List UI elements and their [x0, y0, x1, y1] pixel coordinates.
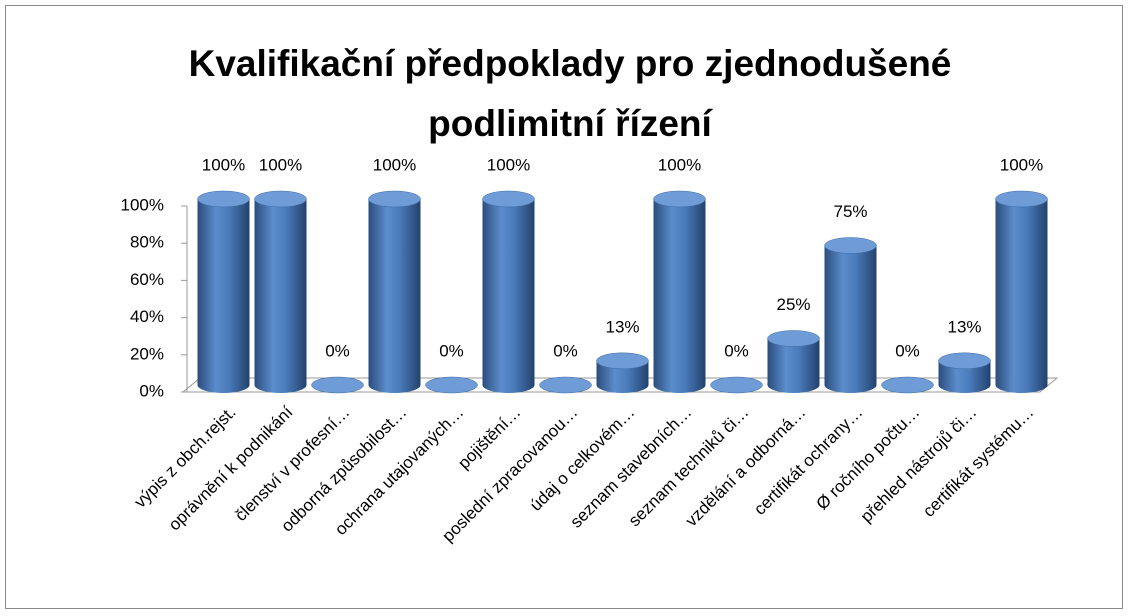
data-label: 100%	[487, 155, 530, 174]
data-label: 100%	[658, 155, 701, 174]
cylinder-top	[938, 352, 991, 370]
cylinder-top	[881, 376, 934, 394]
data-label: 0%	[439, 341, 464, 360]
chart-title: Kvalifikační předpoklady pro zjednodušen…	[188, 43, 952, 144]
y-tick-label: 40%	[130, 307, 164, 326]
bar	[311, 376, 364, 394]
y-tick-label: 80%	[130, 233, 164, 252]
cylinder-body	[824, 245, 877, 393]
cylinder-top	[539, 376, 592, 394]
cylinder-body	[767, 338, 820, 393]
cylinder-body	[596, 360, 649, 393]
bar	[938, 352, 991, 393]
cylinder-body	[197, 199, 250, 393]
data-label: 100%	[202, 155, 245, 174]
cylinder-body	[482, 199, 535, 393]
bar	[254, 190, 307, 393]
cylinder-top	[824, 237, 877, 254]
y-tick-label: 60%	[130, 270, 164, 289]
cylinder-top	[653, 190, 706, 208]
x-tick-label: Ø ročního počtu…	[813, 403, 924, 514]
data-label: 0%	[895, 341, 920, 360]
cylinder-top	[995, 190, 1048, 208]
cylinder-top	[425, 376, 478, 394]
y-tick-label: 100%	[121, 195, 164, 214]
data-label: 13%	[605, 317, 639, 336]
data-label: 0%	[724, 341, 749, 360]
bar	[425, 376, 478, 394]
cylinder-top	[710, 376, 763, 394]
cylinder-body	[938, 360, 991, 393]
x-tick-label: údaj o celkovém…	[526, 403, 638, 515]
bar	[482, 190, 535, 393]
bar	[368, 190, 421, 393]
cylinder-top	[197, 190, 250, 208]
bar	[539, 376, 592, 394]
x-tick-label: certifikát systému…	[919, 403, 1037, 521]
y-tick-label: 20%	[130, 344, 164, 363]
cylinder-body	[368, 199, 421, 393]
data-label: 75%	[833, 202, 867, 221]
data-label: 100%	[1000, 155, 1043, 174]
bar	[881, 376, 934, 394]
cylinder-top	[482, 190, 535, 208]
bar	[197, 190, 250, 393]
data-label: 0%	[325, 341, 350, 360]
bar	[596, 352, 649, 393]
bar	[995, 190, 1048, 393]
cylinder-top	[596, 352, 649, 370]
chart-frame	[5, 5, 1123, 609]
data-label: 100%	[259, 155, 302, 174]
data-label: 100%	[373, 155, 416, 174]
data-label: 0%	[553, 341, 578, 360]
cylinder-top	[767, 330, 820, 347]
bar	[710, 376, 763, 394]
bar	[653, 190, 706, 393]
x-tick-label: výpis z obch.rejst.	[131, 403, 240, 512]
cylinder-body	[653, 199, 706, 393]
cylinder-top	[311, 376, 364, 394]
bar	[824, 237, 877, 393]
y-tick-label: 0%	[139, 381, 164, 400]
bar	[767, 330, 820, 393]
cylinder-body	[995, 199, 1048, 393]
x-tick-label: certifikát ochrany…	[750, 403, 866, 519]
cylinder-top	[254, 190, 307, 208]
cylinder-top	[368, 190, 421, 208]
data-label: 25%	[776, 295, 810, 314]
data-label: 13%	[947, 317, 981, 336]
cylinder-body	[254, 199, 307, 393]
